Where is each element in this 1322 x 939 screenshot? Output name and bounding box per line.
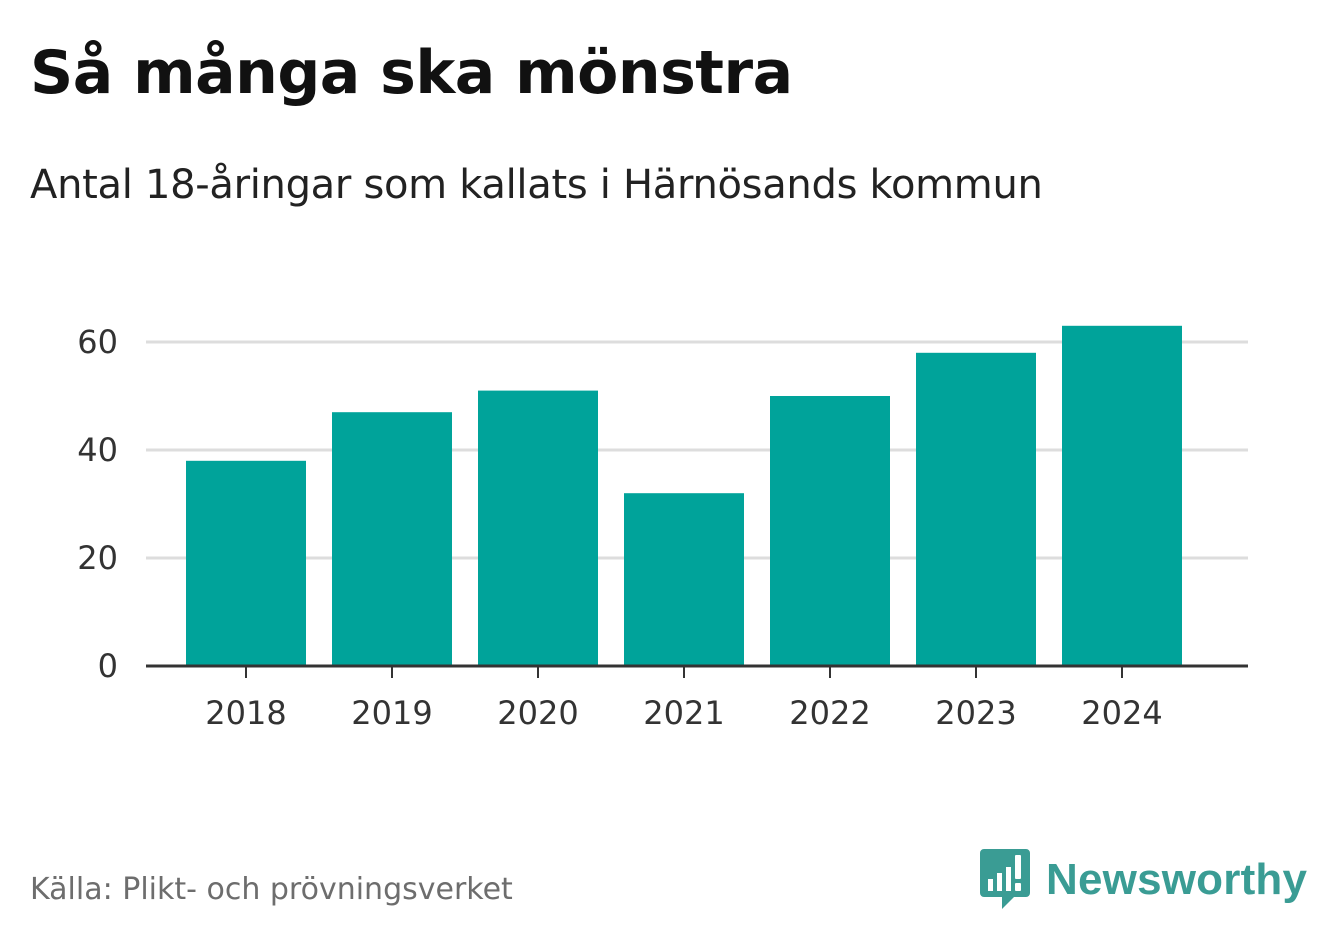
x-axis	[146, 664, 1248, 678]
y-tick-label: 60	[77, 323, 118, 361]
chart-title: Så många ska mönstra	[30, 38, 793, 108]
bar	[332, 412, 452, 666]
newsworthy-logo-icon	[980, 849, 1030, 909]
bar	[186, 460, 306, 666]
bar	[916, 352, 1036, 666]
x-tick-label: 2024	[1081, 694, 1162, 732]
chart-subtitle: Antal 18-åringar som kallats i Härnösand…	[30, 162, 1043, 208]
x-tick-label: 2021	[643, 694, 724, 732]
brand-logo: Newsworthy	[980, 849, 1308, 910]
bar	[1062, 325, 1182, 666]
y-tick-label: 40	[77, 431, 118, 469]
brand-name: Newsworthy	[1046, 855, 1308, 904]
x-tick-labels: 2018 2019 2020 2021 2022 2023 2024	[205, 694, 1162, 732]
bar	[478, 390, 598, 666]
source-note: Källa: Plikt- och prövningsverket	[30, 872, 513, 907]
y-tick-label: 0	[98, 647, 118, 685]
bar	[624, 493, 744, 666]
x-tick-label: 2023	[935, 694, 1016, 732]
x-tick-label: 2019	[351, 694, 432, 732]
x-tick-label: 2018	[205, 694, 286, 732]
x-tick-label: 2020	[497, 694, 578, 732]
bar-chart: 0 20 40 60 2018 2019 2020 2021 2022 2023 2024	[77, 323, 1248, 732]
bars	[186, 325, 1182, 666]
y-tick-label: 20	[77, 539, 118, 577]
bar	[770, 396, 890, 666]
x-tick-label: 2022	[789, 694, 870, 732]
y-tick-labels: 0 20 40 60	[77, 323, 118, 685]
